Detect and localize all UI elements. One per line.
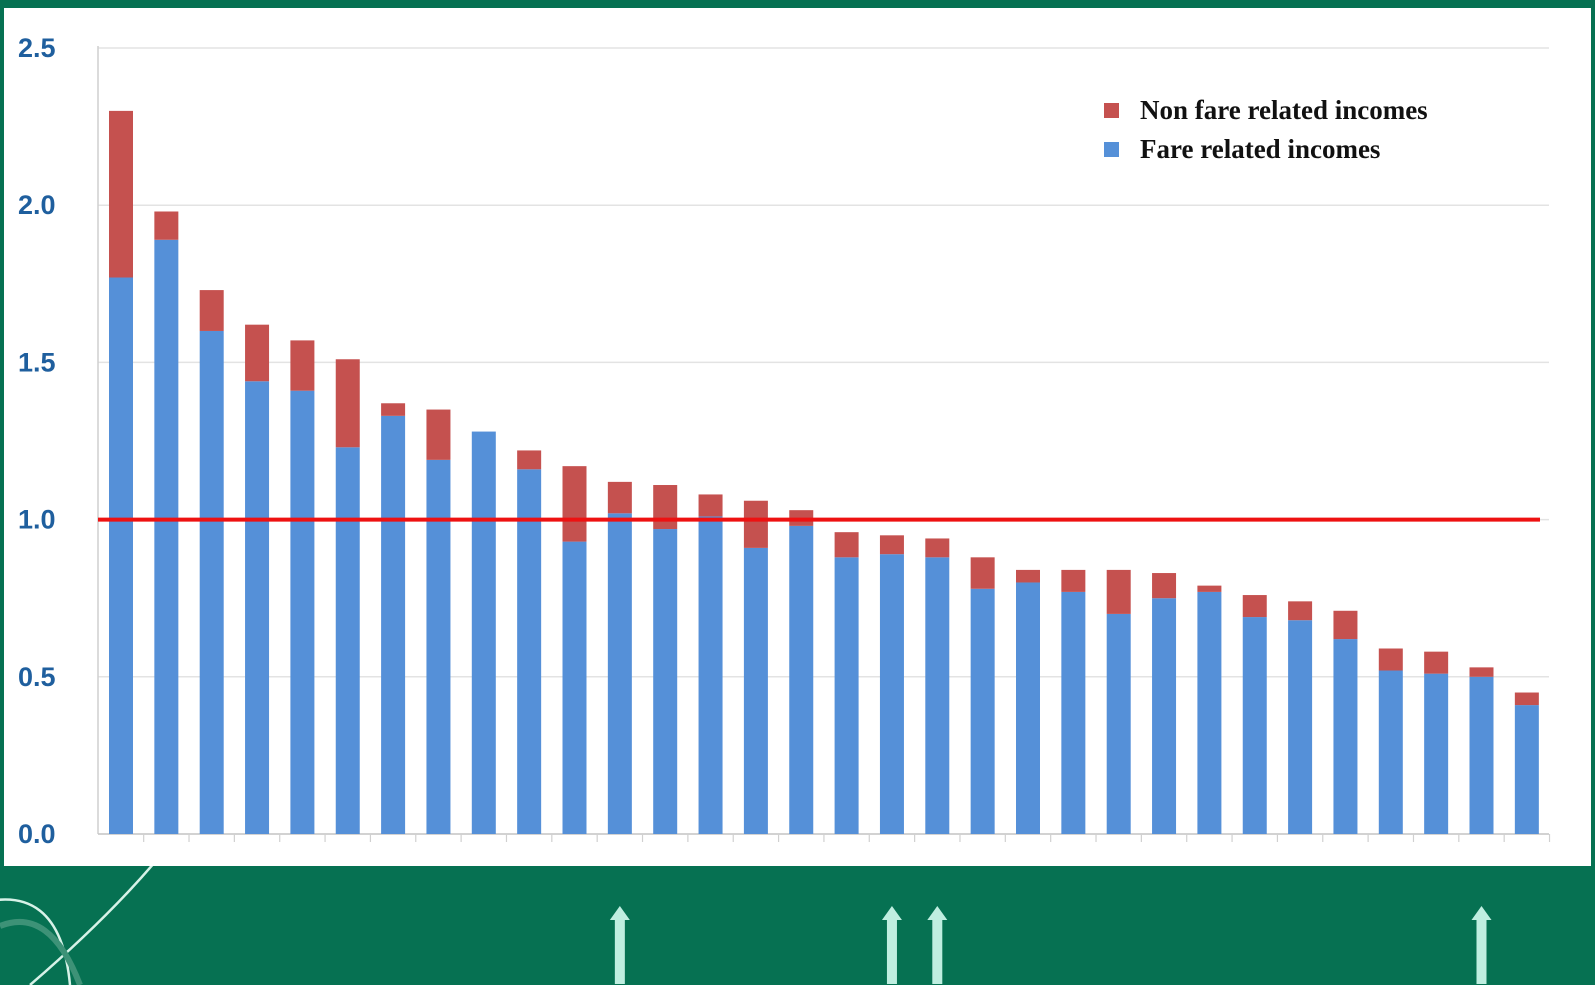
bar-fare [1016,582,1040,834]
up-arrow-icon [881,906,902,984]
bar-fare [879,554,904,834]
bar-non-fare [925,538,950,558]
bar-non-fare [1197,585,1222,592]
up-arrow-head [1471,906,1492,920]
bar-non-fare [1288,601,1313,621]
bar-non-fare [1061,569,1086,592]
decorative-curve [29,866,154,985]
bar-fare [653,529,678,834]
chart-panel: 0.0 0.5 1.0 1.5 2.0 2.5 Non fare related inco… [4,8,1591,866]
bar-non-fare [653,485,678,530]
bar-fare [290,390,315,834]
bar-non-fare [743,500,768,548]
bar-non-fare [154,211,179,240]
up-arrow-shaft [886,916,897,984]
y-tick-label: 2.0 [18,190,56,220]
bar-non-fare [335,359,360,448]
bar-non-fare [1424,651,1449,674]
bar-non-fare [426,409,451,460]
bar-non-fare [1378,648,1403,671]
bar-non-fare [607,481,632,514]
bar-fare [970,588,995,834]
up-arrow-shaft [932,916,943,984]
bar-non-fare [109,110,133,278]
bar-fare [1333,639,1358,834]
legend-swatch-fare [1104,142,1119,157]
legend-label-fare: Fare related incomes [1140,134,1381,164]
up-arrow-shaft [614,916,625,984]
bar-fare [1061,591,1086,834]
bar-non-fare [1152,573,1177,599]
up-arrow-icon [609,906,630,984]
y-tick-label: 2.5 [18,33,56,63]
y-tick-label: 1.0 [18,505,56,535]
bar-fare [1378,670,1403,834]
bar-non-fare [1016,569,1040,583]
bar-non-fare [245,324,270,382]
bar-fare [607,513,632,834]
bar-fare [1106,613,1131,834]
legend-swatch-non-fare [1104,103,1119,118]
bar-fare [1197,591,1222,834]
bar-non-fare [1106,569,1131,614]
y-tick-label: 0.0 [18,819,56,849]
bar-fare [426,459,451,834]
bar-non-fare [1514,692,1539,706]
bar-fare [1514,705,1539,834]
bar-non-fare [834,532,859,558]
footer-band [0,866,1492,985]
bar-non-fare [517,450,542,470]
bar-fare [698,516,723,834]
bar-fare [925,557,950,834]
bar-fare [1242,617,1267,834]
bar-non-fare [879,535,904,555]
bar-fare [1152,598,1177,834]
y-tick-label: 0.5 [18,662,56,692]
bar-non-fare [562,466,587,542]
bar-non-fare [290,340,315,391]
bar-fare [1469,676,1494,834]
bar-fare [834,557,859,834]
bar-fare [562,541,587,834]
bar-chart: 0.0 0.5 1.0 1.5 2.0 2.5 [18,33,1551,849]
up-arrow-head [927,906,948,920]
legend-item-fare: Fare related incomes [1104,130,1428,169]
bar-fare [517,469,542,834]
up-arrow-icon [1471,906,1492,984]
bar-fare [154,239,179,834]
up-arrow-shaft [1476,916,1487,984]
bar-non-fare [1242,595,1267,618]
bar-fare [109,277,133,835]
bar-fare [245,381,270,834]
up-arrow-head [609,906,630,920]
bar-fare [789,525,814,834]
legend: Non fare related incomes Fare related in… [1104,91,1428,169]
legend-item-non-fare: Non fare related incomes [1104,91,1428,130]
bar-fare [1288,620,1313,834]
up-arrow-icon [927,906,948,984]
bar-non-fare [698,494,723,517]
bar-non-fare [970,557,995,589]
bar-fare [199,330,224,834]
bar-non-fare [381,403,406,416]
bar-fare [335,447,360,834]
bar-non-fare [199,290,224,331]
y-tick-label: 1.5 [18,347,56,377]
up-arrow-head [881,906,902,920]
decorative-curve [0,919,83,985]
bar-fare [1424,673,1449,834]
bar-fare [743,547,768,834]
bar-non-fare [1469,667,1494,677]
bar-fare [381,415,406,834]
bar-non-fare [1333,610,1358,640]
bar-fare [471,431,496,834]
legend-label-non-fare: Non fare related incomes [1140,95,1428,125]
